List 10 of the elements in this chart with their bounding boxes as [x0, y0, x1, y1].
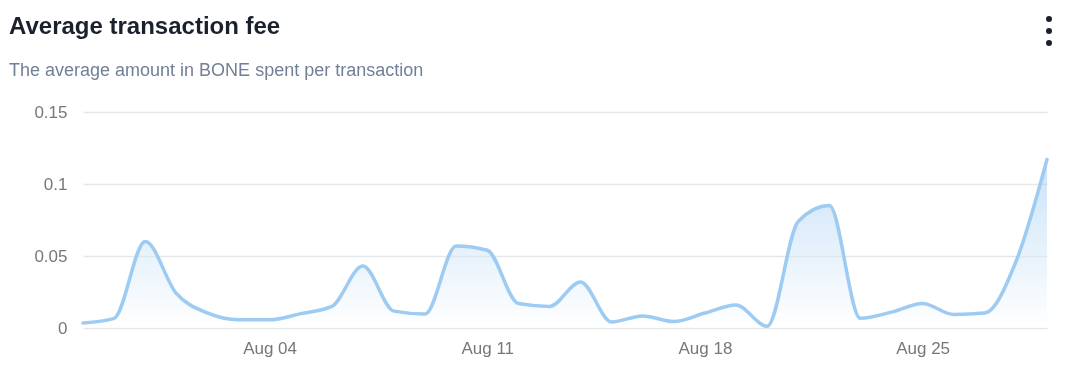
x-tick-label: Aug 11	[461, 338, 515, 358]
y-tick-label: 0.05	[34, 246, 68, 266]
y-tick-label: 0	[58, 318, 68, 338]
x-tick-label: Aug 18	[678, 338, 733, 358]
chart-title: Average transaction fee	[9, 12, 281, 40]
x-tick-label: Aug 04	[243, 338, 298, 358]
y-tick-label: 0.15	[34, 102, 68, 122]
y-tick-label: 0.1	[43, 174, 68, 194]
x-tick-label: Aug 25	[896, 338, 951, 358]
chart-subtitle: The average amount in BONE spent per transaction	[9, 60, 424, 81]
